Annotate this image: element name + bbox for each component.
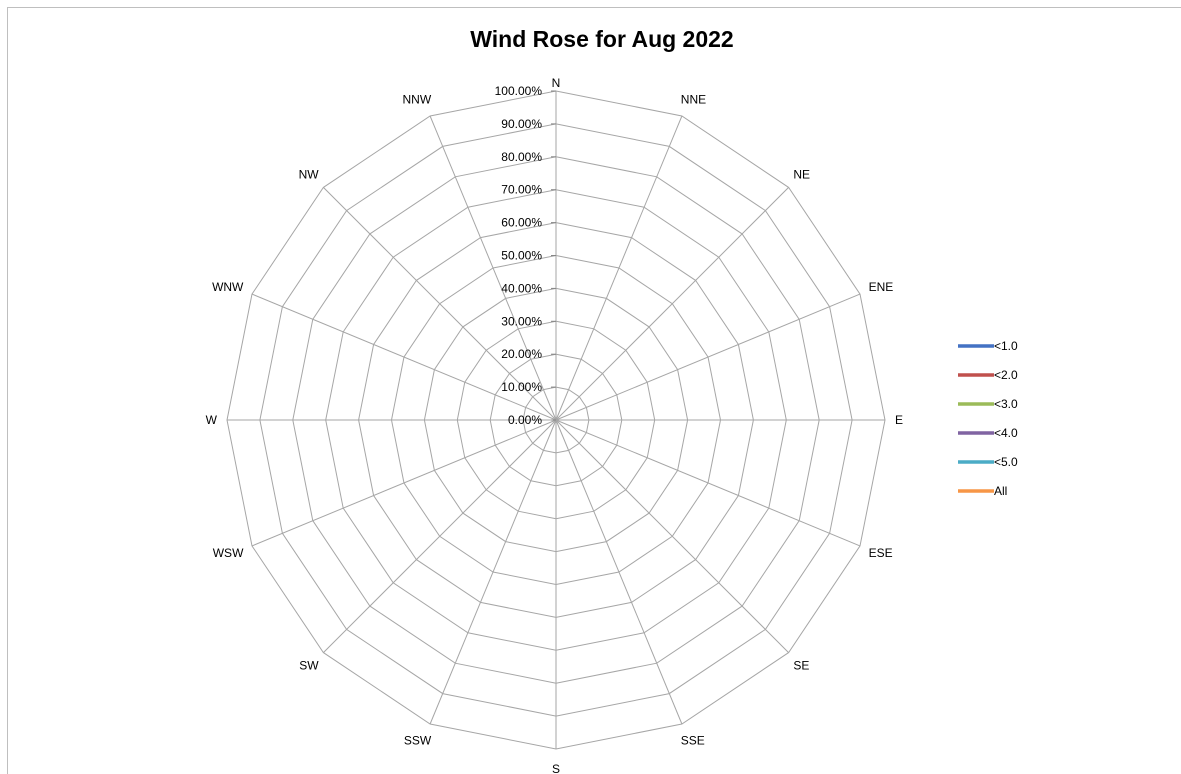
direction-label-sse: SSE bbox=[681, 734, 705, 748]
direction-label-wsw: WSW bbox=[213, 546, 244, 560]
radial-tick-label: 60.00% bbox=[501, 216, 542, 230]
spoke-ne bbox=[555, 187, 789, 421]
radial-tick-label: 0.00% bbox=[508, 413, 542, 427]
direction-label-ene: ENE bbox=[869, 280, 894, 294]
spoke-sse bbox=[555, 419, 683, 725]
radar-grid bbox=[226, 90, 886, 750]
chart-title: Wind Rose for Aug 2022 bbox=[470, 26, 733, 52]
direction-labels: N NNE NE ENE E ESE SE SSE S SSW SW WSW W WNW NW NNW bbox=[206, 76, 903, 774]
spoke-wnw bbox=[251, 293, 557, 421]
direction-label-ne: NE bbox=[793, 168, 810, 182]
radial-tick-label: 100.00% bbox=[495, 84, 543, 98]
direction-label-e: E bbox=[895, 413, 903, 427]
spoke-wsw bbox=[251, 419, 557, 547]
legend: <1.0 <2.0 <3.0 <4.0 <5.0 All bbox=[958, 339, 1018, 498]
direction-label-nne: NNE bbox=[681, 92, 706, 106]
radial-tick-label: 10.00% bbox=[501, 380, 542, 394]
chart-frame-left-border bbox=[7, 7, 8, 774]
spoke-nw bbox=[323, 187, 557, 421]
direction-label-wnw: WNW bbox=[212, 280, 244, 294]
legend-label-2: <3.0 bbox=[994, 397, 1018, 411]
direction-label-ssw: SSW bbox=[404, 734, 432, 748]
direction-label-se: SE bbox=[793, 658, 809, 672]
direction-label-ese: ESE bbox=[869, 546, 893, 560]
legend-label-3: <4.0 bbox=[994, 426, 1018, 440]
radial-tick-label: 70.00% bbox=[501, 183, 542, 197]
radial-tick-label: 40.00% bbox=[501, 281, 542, 295]
radial-tick-label: 90.00% bbox=[501, 117, 542, 131]
direction-label-n: N bbox=[552, 76, 561, 90]
radial-tick-label: 80.00% bbox=[501, 150, 542, 164]
direction-label-nw: NW bbox=[299, 168, 320, 182]
direction-label-nnw: NNW bbox=[403, 92, 432, 106]
spoke-ssw bbox=[429, 419, 557, 725]
radial-tick-label: 50.00% bbox=[501, 249, 542, 263]
spoke-ene bbox=[555, 293, 861, 421]
chart-frame-top-border bbox=[7, 7, 1181, 8]
spoke-ese bbox=[555, 419, 861, 547]
spoke-nnw bbox=[429, 115, 557, 421]
direction-label-w: W bbox=[206, 413, 218, 427]
radial-tick-label: 20.00% bbox=[501, 347, 542, 361]
legend-label-1: <2.0 bbox=[994, 368, 1018, 382]
legend-label-5: All bbox=[994, 484, 1007, 498]
direction-label-s: S bbox=[552, 762, 560, 774]
spoke-se bbox=[555, 419, 789, 653]
radial-tick-label: 30.00% bbox=[501, 314, 542, 328]
radial-tick-labels: 0.00% 10.00% 20.00% 30.00% 40.00% 50.00% 60.00… bbox=[495, 84, 543, 427]
spoke-nne bbox=[555, 115, 683, 421]
direction-label-sw: SW bbox=[299, 658, 319, 672]
legend-label-0: <1.0 bbox=[994, 339, 1018, 353]
legend-label-4: <5.0 bbox=[994, 455, 1018, 469]
spoke-sw bbox=[323, 419, 557, 653]
